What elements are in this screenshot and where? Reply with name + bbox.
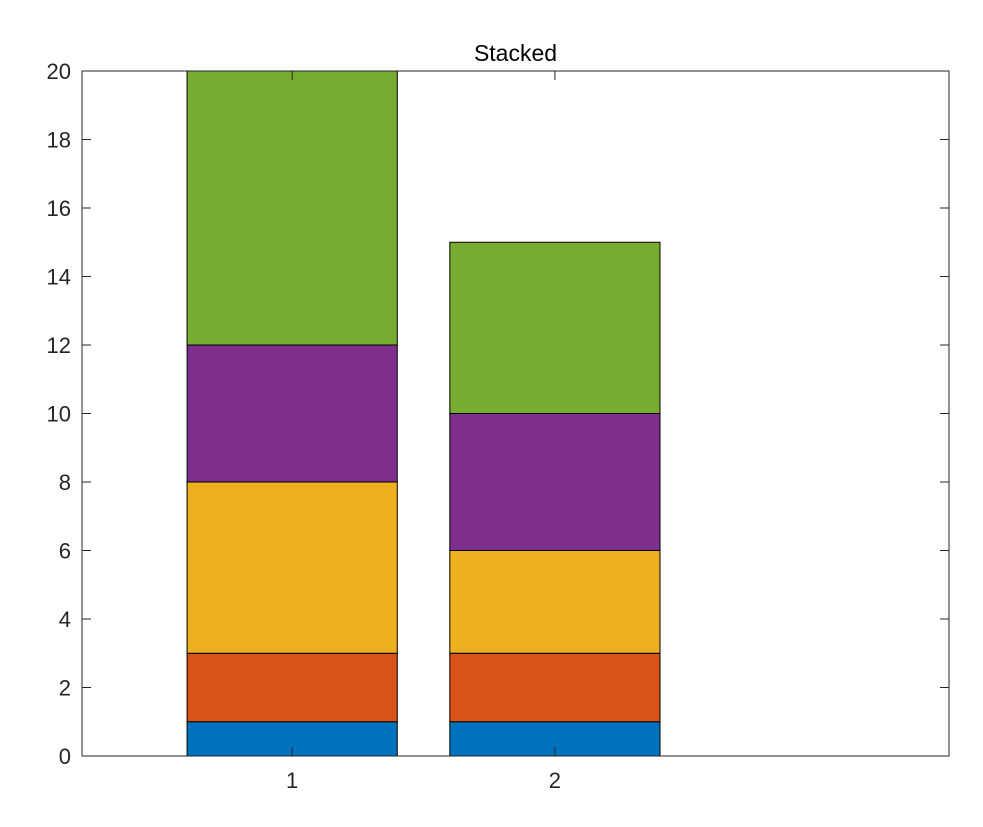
y-tick-label: 12 — [47, 333, 71, 358]
bar-segment-1-3 — [186, 481, 398, 654]
y-tick-label: 18 — [47, 128, 71, 153]
x-tick-label: 1 — [286, 768, 298, 793]
bar-segment-1-4 — [186, 344, 398, 483]
bar-segment-1-2 — [186, 652, 398, 723]
y-tick-label: 16 — [47, 196, 71, 221]
bar-segment-1-5 — [186, 70, 398, 346]
y-tick-label: 6 — [59, 539, 71, 564]
bar-segment-2-5 — [449, 241, 661, 414]
bar-segment-2-4 — [449, 413, 661, 551]
bar-segment-2-2 — [449, 652, 661, 723]
bars-layer — [186, 70, 661, 757]
bar-segment-2-3 — [449, 550, 661, 654]
y-tick-label: 10 — [47, 402, 71, 427]
y-tick-label: 20 — [47, 59, 71, 84]
chart-title: Stacked — [474, 40, 557, 66]
x-tick-label: 2 — [549, 768, 561, 793]
y-tick-label: 14 — [47, 265, 71, 290]
y-tick-label: 2 — [59, 676, 71, 701]
y-tick-label: 8 — [59, 470, 71, 495]
y-tick-label: 0 — [59, 744, 71, 769]
y-tick-label: 4 — [59, 607, 71, 632]
